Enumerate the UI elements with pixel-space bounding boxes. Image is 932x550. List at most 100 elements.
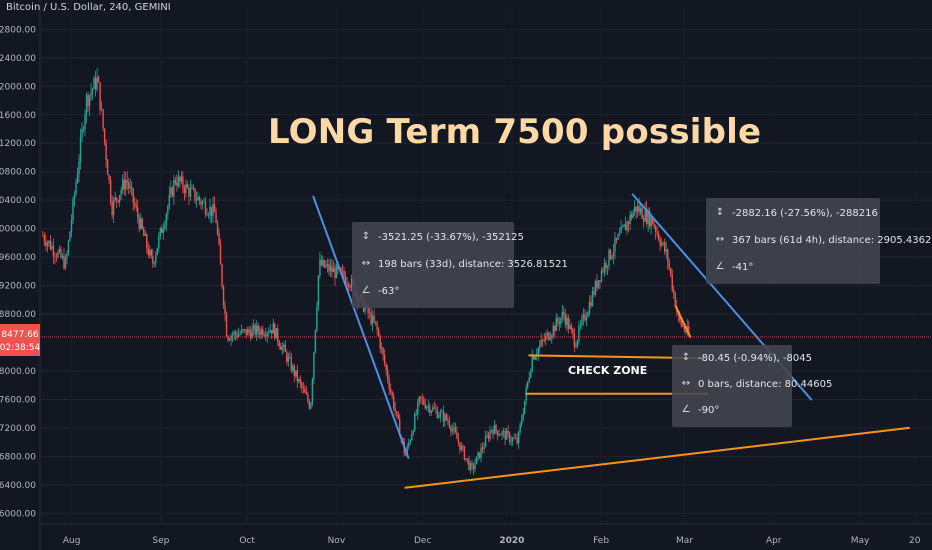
measure-angle: -63° — [378, 285, 400, 297]
candle-body — [602, 270, 604, 272]
candle-body — [560, 318, 562, 325]
candle-body — [118, 195, 121, 202]
candle-body — [131, 186, 133, 189]
candle-body — [576, 340, 579, 347]
candle-body — [114, 197, 116, 201]
price-range-icon: ↕ — [715, 207, 725, 218]
time-axis[interactable]: Aug Sep Oct Nov Dec 2020 Feb Mar Apr May 20 — [40, 523, 932, 546]
candle-body — [534, 356, 536, 360]
candle-body — [284, 344, 286, 352]
candle-body — [246, 329, 249, 336]
candle-body — [667, 249, 669, 262]
measure-bars-range: 367 bars (61d 4h), distance: 2905.43623 — [732, 234, 932, 246]
candle-body — [636, 205, 639, 212]
candle-body — [599, 280, 601, 282]
candle-body — [344, 276, 347, 284]
candle-body — [292, 365, 294, 371]
candle-body — [174, 180, 177, 183]
candle-body — [429, 405, 431, 413]
x-tick-label: Dec — [414, 536, 431, 546]
candle-body — [558, 322, 561, 325]
candle-body — [539, 345, 541, 349]
angle-icon: ∠ — [681, 404, 691, 415]
candle-body — [331, 266, 333, 273]
y-tick-label: 10400.00 — [0, 196, 36, 206]
x-tick-label: 2020 — [499, 536, 524, 546]
candle-body — [448, 421, 451, 427]
candle-body — [664, 242, 666, 252]
candle-body — [287, 356, 289, 362]
candle-body — [489, 430, 491, 439]
candle-body — [350, 278, 353, 288]
candle-body — [414, 414, 416, 431]
measure-box-1[interactable]: ↕ -3521.25 (-33.67%), -352125 ↔ 198 bars (… — [352, 222, 568, 308]
candle-body — [386, 369, 389, 380]
price-axis[interactable]: 12800.00 12400.00 12000.00 11600.00 11200.00… — [0, 0, 41, 550]
candle-body — [221, 264, 223, 287]
candle-body — [222, 286, 225, 306]
candle-body — [182, 176, 184, 189]
candle-body — [594, 280, 597, 295]
y-tick-label: 11600.00 — [0, 111, 36, 121]
candle-body — [685, 330, 687, 333]
candle-body — [69, 231, 71, 241]
candle-body — [480, 447, 482, 459]
measure-box-3[interactable]: ↕ -80.45 (-0.94%), -8045 ↔ 0 bars, distanc… — [672, 345, 832, 427]
candle-body — [447, 419, 449, 422]
symbol-header[interactable]: Bitcoin / U.S. Dollar, 240, GEMINI — [6, 2, 171, 13]
candle-body — [405, 453, 407, 456]
candle-body — [215, 212, 217, 223]
candle-body — [347, 283, 350, 287]
candle-body — [161, 227, 163, 233]
candle-body — [237, 334, 240, 338]
candle-body — [427, 405, 430, 407]
candle-body — [225, 314, 228, 336]
candle-body — [377, 329, 380, 337]
candle-body — [478, 452, 481, 459]
candle-body — [322, 260, 324, 266]
candle-body — [374, 321, 377, 324]
candle-body — [552, 325, 554, 336]
candle-body — [228, 339, 231, 341]
candle-body — [55, 256, 58, 258]
candle-body — [308, 401, 311, 409]
x-tick-label: Mar — [676, 536, 693, 546]
candle-body — [590, 301, 592, 307]
candle-body — [261, 328, 264, 336]
candle-body — [197, 197, 199, 201]
candle-body — [132, 188, 134, 203]
candle-body — [63, 255, 65, 269]
candle-body — [349, 286, 351, 288]
candle-body — [325, 265, 327, 268]
candle-body — [54, 255, 56, 257]
candle-body — [507, 430, 509, 433]
candle-body — [609, 249, 612, 259]
measure-box-2[interactable]: ↕ -2882.16 (-27.56%), -288216 ↔ 367 bars (… — [706, 198, 932, 284]
candle-body — [255, 325, 258, 335]
candle-body — [180, 176, 183, 182]
candle-body — [438, 416, 440, 418]
bars-range-icon: ↔ — [361, 258, 371, 269]
candle-body — [76, 174, 79, 183]
candle-body — [573, 333, 576, 347]
candle-body — [307, 394, 309, 402]
candle-body — [430, 410, 433, 413]
candle-body — [411, 434, 413, 441]
candle-body — [152, 256, 154, 264]
candle-body — [475, 456, 478, 465]
candle-body — [274, 323, 276, 339]
bars-range-icon: ↔ — [715, 234, 725, 245]
candle-body — [257, 325, 259, 332]
candle-body — [280, 346, 282, 350]
y-tick-label: 6800.00 — [0, 452, 36, 462]
price-range-icon: ↕ — [361, 231, 371, 242]
candle-body — [179, 176, 181, 182]
candle-body — [177, 176, 180, 186]
candle-body — [593, 291, 595, 295]
blue-trendline — [312, 195, 410, 459]
candle-body — [168, 194, 171, 207]
candle-body — [82, 128, 85, 130]
candle-body — [632, 212, 634, 218]
candle-body — [412, 430, 414, 435]
